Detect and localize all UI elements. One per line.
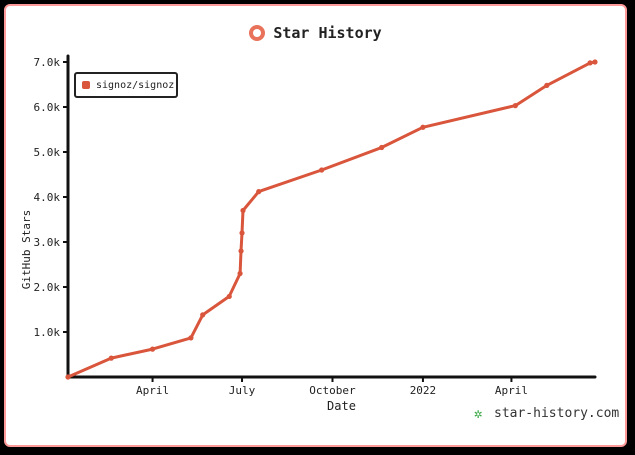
data-point bbox=[237, 270, 243, 277]
data-point bbox=[65, 374, 71, 380]
data-point bbox=[420, 124, 426, 130]
y-axis-label: GitHub Stars bbox=[20, 210, 33, 289]
data-point bbox=[256, 189, 262, 195]
data-point bbox=[239, 230, 245, 236]
legend-series-name: signoz/signoz bbox=[96, 79, 175, 91]
data-point bbox=[319, 167, 325, 173]
x-axis-label: Date bbox=[327, 399, 356, 413]
data-point bbox=[226, 293, 232, 300]
label-layer: 1.0k 2.0k 3.0k 4.0k 5.0k 6.0k 7.0k April July Oct… bbox=[20, 56, 528, 413]
y-tick-label: 2.0k bbox=[34, 281, 61, 294]
y-tick-label: 5.0k bbox=[34, 146, 61, 159]
y-tick-label: 3.0k bbox=[34, 236, 61, 249]
x-tick-label: April bbox=[495, 384, 528, 397]
star-logo-icon: ✲ bbox=[474, 405, 483, 422]
data-point bbox=[200, 312, 206, 318]
credit-link[interactable]: ✲ star-history.com bbox=[474, 406, 619, 421]
data-point bbox=[149, 346, 156, 352]
series-line bbox=[66, 60, 597, 379]
x-tick-label: April bbox=[136, 384, 169, 397]
data-point bbox=[188, 335, 194, 341]
x-tick-label: 2022 bbox=[410, 384, 437, 397]
y-tick-label: 4.0k bbox=[34, 191, 61, 204]
y-tick-label: 1.0k bbox=[34, 326, 61, 339]
axes bbox=[63, 54, 597, 382]
data-point bbox=[512, 103, 518, 109]
data-point bbox=[240, 207, 246, 214]
chart-title: Star History bbox=[273, 24, 382, 42]
data-point bbox=[587, 60, 593, 66]
data-point bbox=[108, 355, 114, 361]
data-point bbox=[379, 144, 385, 151]
legend: signoz/signoz bbox=[74, 72, 178, 98]
y-tick-label: 7.0k bbox=[34, 56, 61, 69]
data-point bbox=[592, 59, 598, 65]
y-tick-label: 6.0k bbox=[34, 101, 61, 114]
x-tick-label: July bbox=[229, 384, 256, 397]
credit-text: star-history.com bbox=[494, 406, 620, 421]
legend-swatch bbox=[82, 81, 90, 89]
chart-card: Star History 1.0k 2.0k 3.0k 4.0k 5.0k 6.0k 7.0… bbox=[4, 4, 627, 447]
data-point bbox=[238, 248, 244, 254]
star-history-logo-icon bbox=[249, 25, 266, 41]
data-point bbox=[544, 82, 550, 88]
series-layer bbox=[65, 59, 598, 380]
chart-svg: 1.0k 2.0k 3.0k 4.0k 5.0k 6.0k 7.0k April July Oct… bbox=[20, 54, 598, 413]
x-tick-label: October bbox=[309, 384, 356, 397]
chart-header: Star History bbox=[6, 24, 625, 42]
